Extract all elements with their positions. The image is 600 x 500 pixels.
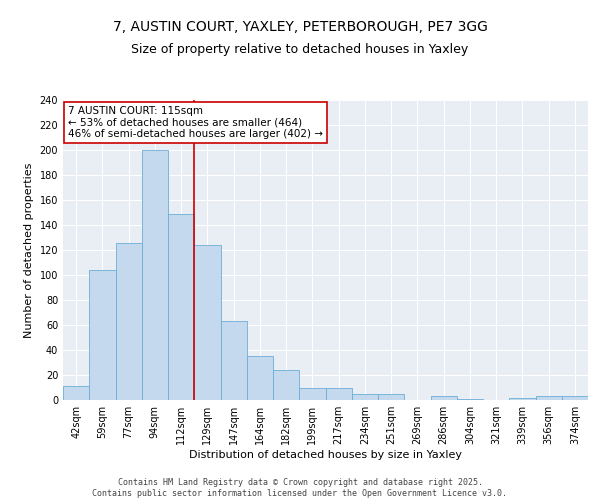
Y-axis label: Number of detached properties: Number of detached properties: [24, 162, 34, 338]
Text: Size of property relative to detached houses in Yaxley: Size of property relative to detached ho…: [131, 42, 469, 56]
Text: Contains HM Land Registry data © Crown copyright and database right 2025.
Contai: Contains HM Land Registry data © Crown c…: [92, 478, 508, 498]
Bar: [63, 386, 89, 400]
Bar: [352, 394, 378, 400]
Bar: [221, 322, 247, 400]
Bar: [431, 396, 457, 400]
Text: 7 AUSTIN COURT: 115sqm
← 53% of detached houses are smaller (464)
46% of semi-de: 7 AUSTIN COURT: 115sqm ← 53% of detached…: [68, 106, 323, 139]
Bar: [142, 150, 168, 400]
Bar: [299, 388, 325, 400]
Bar: [247, 356, 273, 400]
Bar: [325, 388, 352, 400]
Bar: [509, 398, 536, 400]
Bar: [457, 399, 483, 400]
Bar: [168, 214, 194, 400]
Bar: [115, 242, 142, 400]
Text: 7, AUSTIN COURT, YAXLEY, PETERBOROUGH, PE7 3GG: 7, AUSTIN COURT, YAXLEY, PETERBOROUGH, P…: [113, 20, 487, 34]
Bar: [536, 396, 562, 400]
Bar: [194, 245, 221, 400]
Bar: [562, 396, 588, 400]
Bar: [273, 370, 299, 400]
Bar: [378, 394, 404, 400]
Bar: [89, 270, 115, 400]
X-axis label: Distribution of detached houses by size in Yaxley: Distribution of detached houses by size …: [189, 450, 462, 460]
